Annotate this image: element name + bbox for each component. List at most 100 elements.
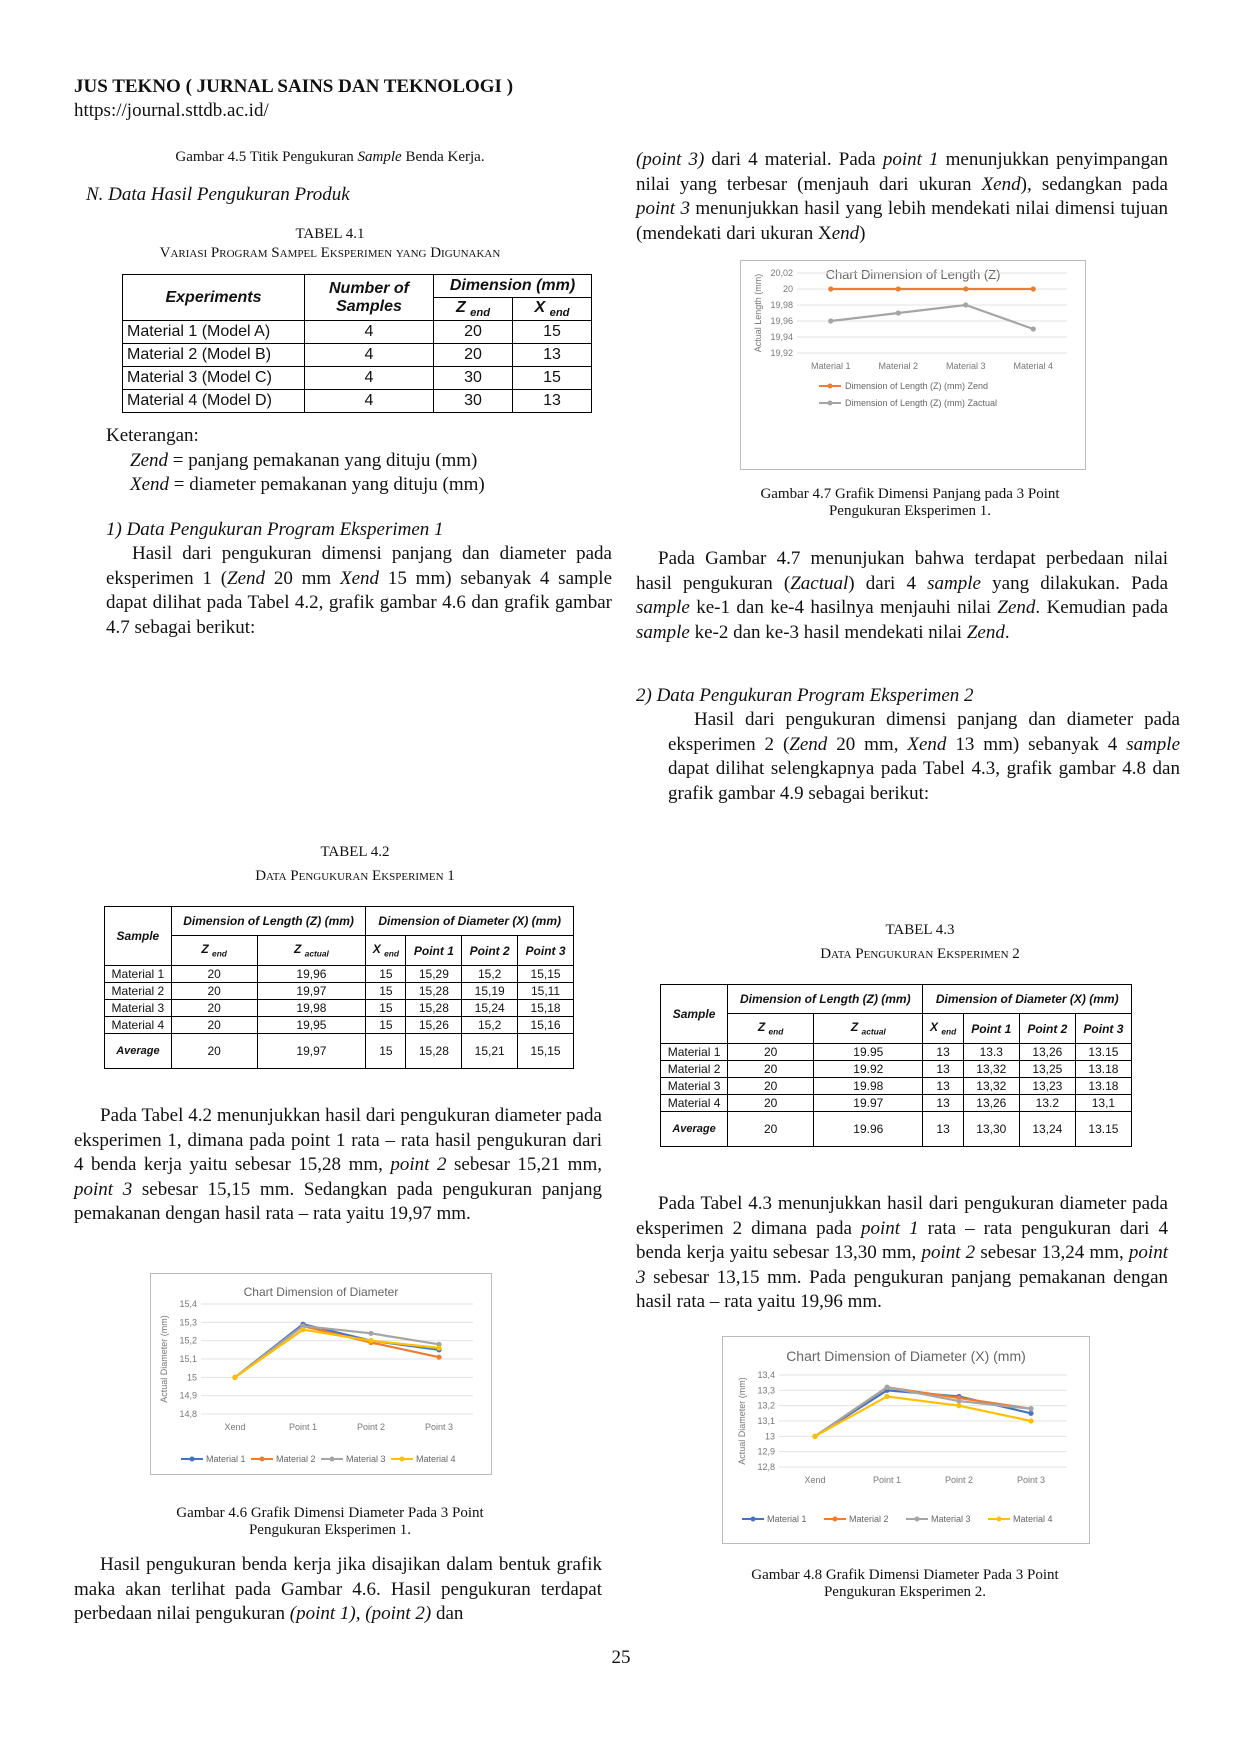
cell: 4 xyxy=(304,343,434,367)
fig45-caption: Gambar 4.5 Titik Pengukuran Sample Benda… xyxy=(175,149,485,165)
cell: 4 xyxy=(304,366,434,390)
data-point xyxy=(895,286,901,292)
data-point xyxy=(884,1393,890,1400)
y-tick-label: 14,9 xyxy=(179,1391,197,1401)
data-point xyxy=(884,1384,890,1390)
table41-title: Variasi Program Sampel Eksperimen yang D… xyxy=(159,245,501,261)
cell: Material 2 xyxy=(659,1060,729,1078)
cell: Average xyxy=(104,1033,172,1069)
cell: 19.97 xyxy=(813,1094,924,1112)
table-row: Material 4 20 19.97 13 13,26 13.2 13,1 xyxy=(659,1094,1133,1112)
x-tick-label: Xend xyxy=(224,1422,245,1432)
cell: 15,24 xyxy=(461,999,519,1017)
series-line xyxy=(234,1324,440,1379)
col-zend: Z end xyxy=(727,1013,815,1044)
subsection-2-heading: 2) Data Pengukuran Program Eksperimen 2 xyxy=(636,685,974,706)
col-point2: Point 2 xyxy=(461,935,519,966)
legend-label: Dimension of Length (Z) (mm) Zactual xyxy=(845,398,997,408)
legend-marker xyxy=(914,1516,920,1522)
data-point xyxy=(232,1374,238,1380)
x-tick-label: Material 1 xyxy=(811,361,851,371)
y-tick-label: 13,3 xyxy=(757,1385,775,1395)
cell: Material 4 (Model D) xyxy=(122,389,305,413)
cell: 15,16 xyxy=(517,1016,574,1034)
cell: 20 xyxy=(727,1111,815,1147)
cell: 13.3 xyxy=(962,1043,1020,1061)
cell: 13,1 xyxy=(1074,1094,1133,1112)
subsection-2-paragraph: Hasil dari pengukuran dimensi panjang da… xyxy=(668,709,1181,804)
y-axis-label: Actual Length (mm) xyxy=(753,274,763,353)
legend-label: Material 3 xyxy=(346,1454,386,1464)
subsection-1-paragraph: Hasil dari pengukuran dimensi panjang da… xyxy=(106,543,612,638)
keterangan-title: Keterangan: xyxy=(106,425,199,446)
col-length: Dimension of Length (Z) (mm) xyxy=(170,905,367,937)
x-tick-label: Material 2 xyxy=(878,361,918,371)
cell: 15 xyxy=(512,366,592,390)
table42-title: Data Pengukuran Eksperimen 1 xyxy=(255,868,455,884)
cell: 20 xyxy=(727,1043,815,1061)
chart-title: Chart Dimension of Diameter xyxy=(244,1285,399,1299)
y-tick-label: 13,1 xyxy=(757,1416,775,1426)
cell: Material 1 xyxy=(104,965,172,983)
x-tick-label: Point 1 xyxy=(289,1422,317,1432)
y-tick-label: 12,8 xyxy=(757,1462,775,1472)
cell: 19.95 xyxy=(813,1043,924,1061)
cell: 15 xyxy=(365,982,407,1000)
table43-label: TABEL 4.3 xyxy=(885,922,955,938)
chart-title: Chart Dimension of Diameter (X) (mm) xyxy=(786,1348,1026,1364)
legend-label: Material 1 xyxy=(206,1454,246,1464)
data-point xyxy=(828,318,834,324)
table-row: Material 2 20 19,97 15 15,28 15,19 15,11 xyxy=(104,982,574,1000)
x-tick-label: Point 3 xyxy=(425,1422,453,1432)
cell: 13.2 xyxy=(1018,1094,1076,1112)
x-tick-label: Point 1 xyxy=(873,1475,901,1485)
journal-url[interactable]: https://journal.sttdb.ac.id/ xyxy=(74,100,269,121)
data-point xyxy=(963,286,969,292)
chart-fig46-svg: Chart Dimension of Diameter 14,8 14,9 15 15,… xyxy=(159,1285,473,1464)
col-point3: Point 3 xyxy=(1074,1013,1133,1044)
cell: Material 2 xyxy=(104,982,172,1000)
chart-fig48: Chart Dimension of Diameter (X) (mm) 12,8… xyxy=(722,1336,1090,1544)
cell: Average xyxy=(659,1111,729,1147)
cell: 15 xyxy=(512,320,592,344)
legend-marker xyxy=(329,1456,335,1462)
col-dimension: Dimension (mm) xyxy=(433,274,592,298)
data-point xyxy=(436,1345,442,1351)
cell: 15,2 xyxy=(461,965,519,983)
cell: 15,29 xyxy=(405,965,463,983)
col-zend: Z end xyxy=(433,297,513,321)
fig48-caption: Gambar 4.8 Grafik Dimensi Diameter Pada … xyxy=(751,1567,1059,1600)
page-number: 25 xyxy=(611,1647,631,1668)
cell: 13,26 xyxy=(1018,1043,1076,1061)
legend-marker xyxy=(996,1516,1002,1522)
y-tick-label: 12,9 xyxy=(757,1447,775,1457)
paragraph-right-top: (point 3) dari 4 material. Pada point 1 … xyxy=(636,149,1169,244)
cell: 15,26 xyxy=(405,1016,463,1034)
data-point xyxy=(300,1323,306,1329)
cell: 15 xyxy=(365,999,407,1017)
y-tick-label: 19,92 xyxy=(770,348,793,358)
data-point xyxy=(956,1403,962,1409)
cell: 15,18 xyxy=(517,999,574,1017)
chart-fig46: Chart Dimension of Diameter 14,8 14,9 15 15,… xyxy=(150,1273,492,1475)
col-diameter: Dimension of Diameter (X) (mm) xyxy=(365,905,574,937)
cell: 13 xyxy=(922,1094,964,1112)
paragraph-table42: Pada Tabel 4.2 menunjukkan hasil dari pe… xyxy=(74,1105,602,1224)
x-tick-label: Material 3 xyxy=(946,361,986,371)
legend-marker xyxy=(827,383,833,389)
cell: 19.98 xyxy=(813,1077,924,1095)
y-tick-label: 15,1 xyxy=(179,1354,197,1364)
cell: 13,24 xyxy=(1018,1111,1076,1147)
y-tick-label: 20,02 xyxy=(770,268,793,278)
cell: 19.92 xyxy=(813,1060,924,1078)
col-point1: Point 1 xyxy=(405,935,463,966)
table-row: Material 1 20 19,96 15 15,29 15,2 15,15 xyxy=(104,965,574,983)
col-point3: Point 3 xyxy=(517,935,574,966)
table-row: Material 2 20 19.92 13 13,32 13,25 13.18 xyxy=(659,1060,1133,1078)
cell: 15,2 xyxy=(461,1016,519,1034)
y-tick-label: 20 xyxy=(783,284,793,294)
data-point xyxy=(300,1327,306,1333)
x-tick-label: Point 2 xyxy=(945,1475,973,1485)
cell: 15,15 xyxy=(517,965,574,983)
y-tick-label: 15 xyxy=(187,1372,197,1382)
